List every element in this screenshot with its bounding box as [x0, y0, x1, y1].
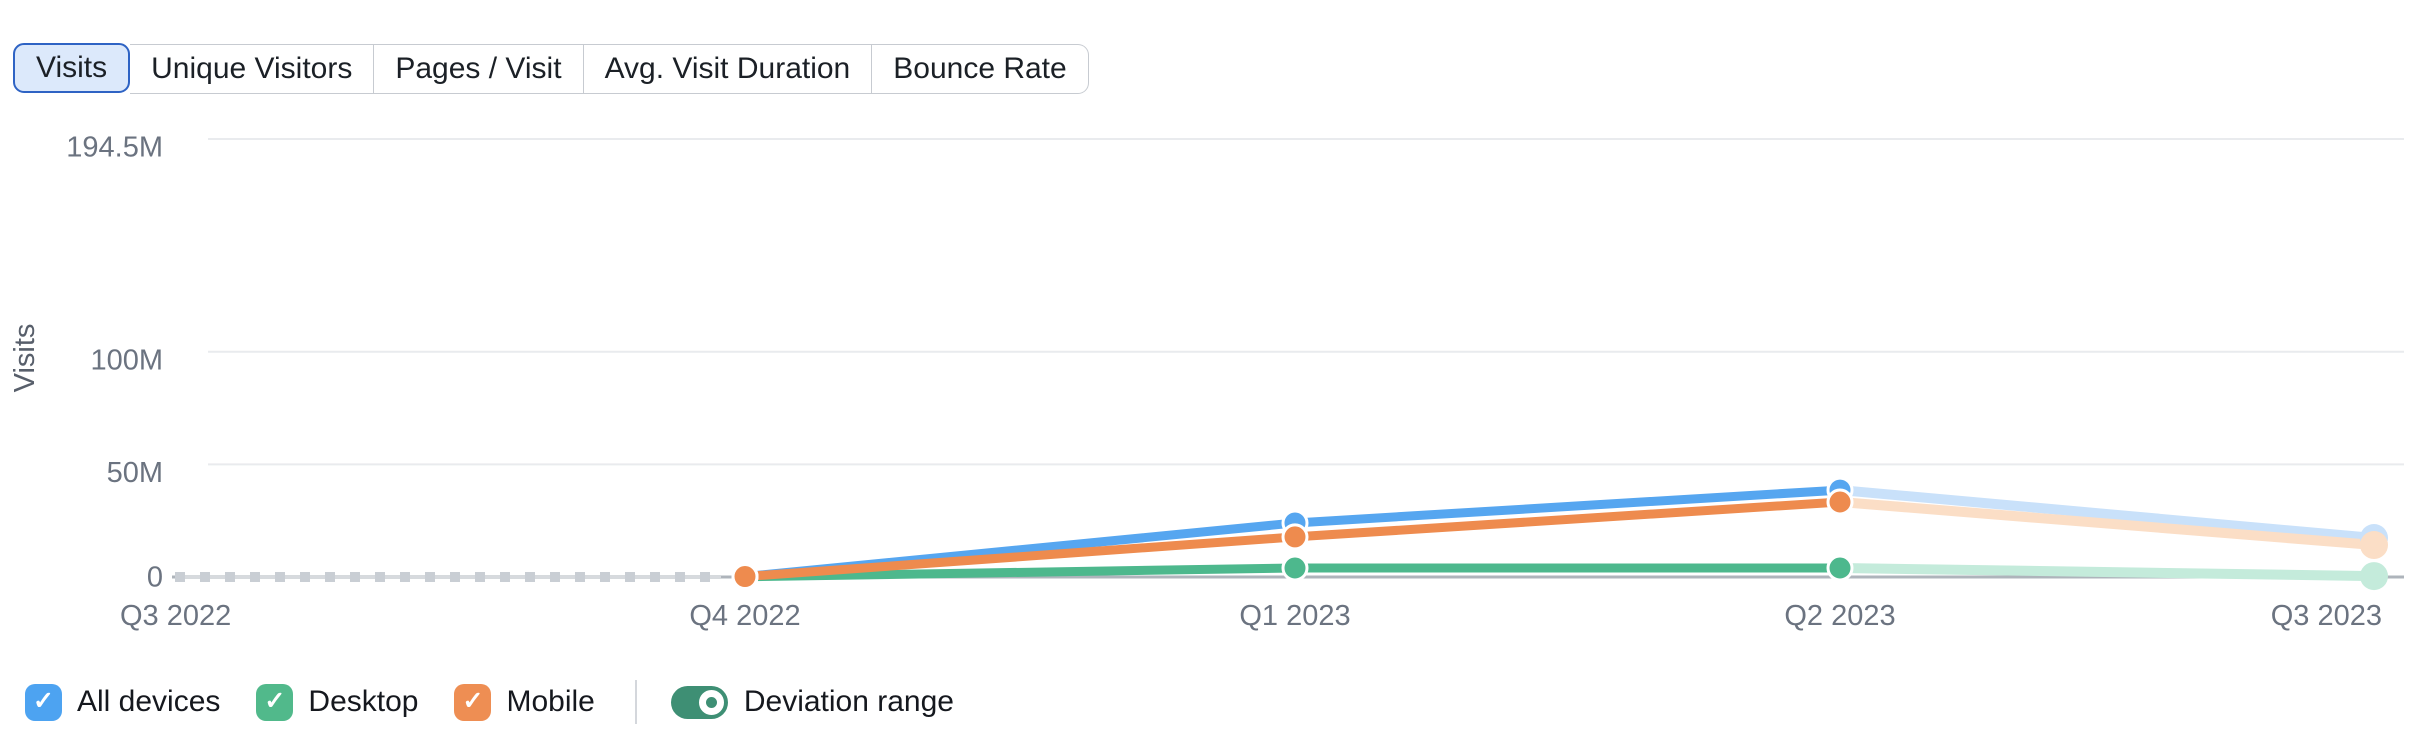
checkmark-icon: ✓ — [33, 686, 54, 715]
tab-bounce-rate[interactable]: Bounce Rate — [872, 44, 1089, 94]
checkbox-all-devices-checked[interactable]: ✓ — [25, 683, 62, 721]
data-point-mobile-q2-2023[interactable] — [1826, 488, 1854, 516]
tab-avg-visit-duration[interactable]: Avg. Visit Duration — [583, 44, 873, 94]
tab-visits[interactable]: Visits — [13, 43, 131, 93]
y-tick-100M: 100M — [90, 344, 163, 376]
data-point-mobile-q4-2022[interactable] — [731, 563, 759, 591]
data-point-mobile-q1-2023[interactable] — [1281, 523, 1309, 551]
checkmark-icon: ✓ — [462, 686, 484, 715]
checkmark-icon: ✓ — [264, 686, 286, 715]
tab-unique-visitors[interactable]: Unique Visitors — [130, 44, 375, 94]
data-point-faded-desktop-q3-2023[interactable] — [2360, 562, 2388, 591]
x-tick-q3-2023: Q3 2023 — [2271, 600, 2382, 632]
x-tick-q2-2023: Q2 2023 — [1784, 600, 1895, 632]
checkbox-mobile-checked[interactable]: ✓ — [454, 683, 492, 721]
x-tick-q4-2022: Q4 2022 — [689, 600, 800, 632]
deviation-range-toggle-wrap[interactable]: Deviation range — [670, 685, 954, 719]
legend-item-mobile[interactable]: ✓ Mobile — [454, 683, 595, 721]
legend-item-desktop[interactable]: ✓ Desktop — [256, 683, 419, 721]
chart-legend: ✓ All devices ✓ Desktop ✓ Mobile Deviation ran… — [25, 680, 954, 724]
x-tick-q1-2023: Q1 2023 — [1239, 600, 1350, 632]
toggle-label: Deviation range — [743, 685, 954, 718]
series-line-faded-desktop — [1835, 562, 2379, 582]
data-point-desktop-q2-2023[interactable] — [1826, 554, 1854, 582]
x-tick-q3-2022: Q3 2022 — [120, 600, 231, 632]
tab-pages-visit[interactable]: Pages / Visit — [374, 44, 584, 94]
legend-label: All devices — [77, 685, 221, 718]
y-tick-50M: 50M — [107, 457, 163, 489]
y-tick-194.5M: 194.5M — [66, 132, 163, 164]
series-line-faded-all-devices — [1835, 485, 2379, 544]
series-line-faded-mobile — [1835, 497, 2379, 551]
legend-item-all-devices[interactable]: ✓ All devices — [25, 683, 221, 721]
toggle-switch-on[interactable] — [670, 685, 728, 719]
data-point-desktop-q1-2023[interactable] — [1281, 554, 1309, 582]
checkbox-desktop-checked[interactable]: ✓ — [256, 683, 294, 721]
metric-tabs: Visits Unique Visitors Pages / Visit Avg. V… — [13, 43, 1089, 94]
legend-divider — [634, 680, 637, 724]
y-tick-0: 0 — [147, 562, 163, 594]
data-point-faded-mobile-q3-2023[interactable] — [2360, 531, 2388, 560]
legend-label: Mobile — [506, 685, 595, 718]
legend-label: Desktop — [308, 685, 419, 718]
y-axis-title: Visits — [9, 324, 41, 393]
toggle-knob — [698, 689, 724, 715]
